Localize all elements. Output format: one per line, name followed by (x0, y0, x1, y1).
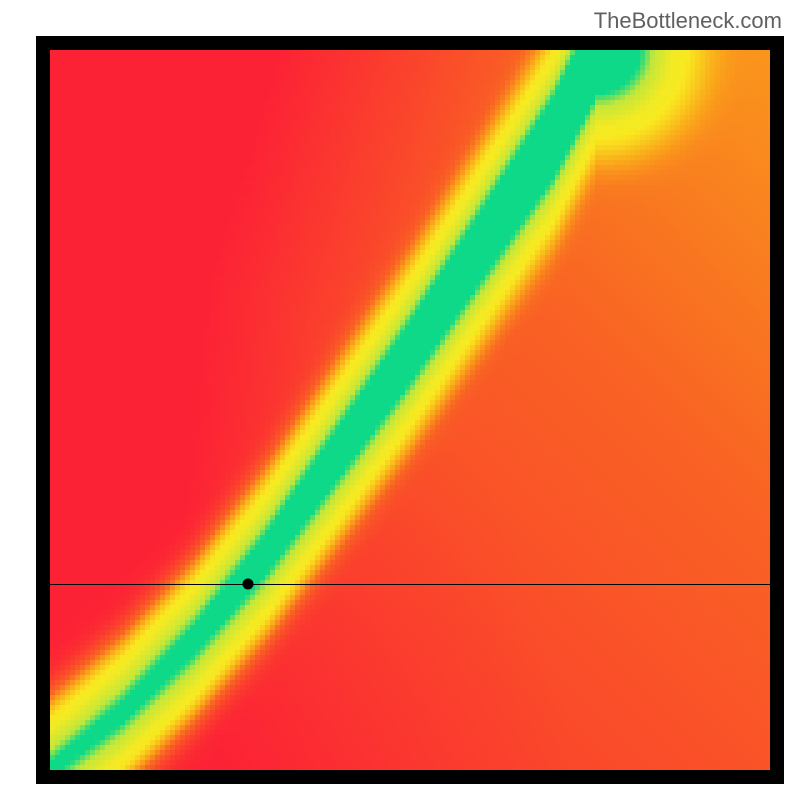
heatmap-canvas (50, 50, 770, 770)
figure-container: TheBottleneck.com (0, 0, 800, 800)
crosshair-horizontal (50, 584, 770, 585)
plot-area (50, 50, 770, 770)
watermark-text: TheBottleneck.com (594, 8, 782, 34)
crosshair-dot (243, 579, 254, 590)
